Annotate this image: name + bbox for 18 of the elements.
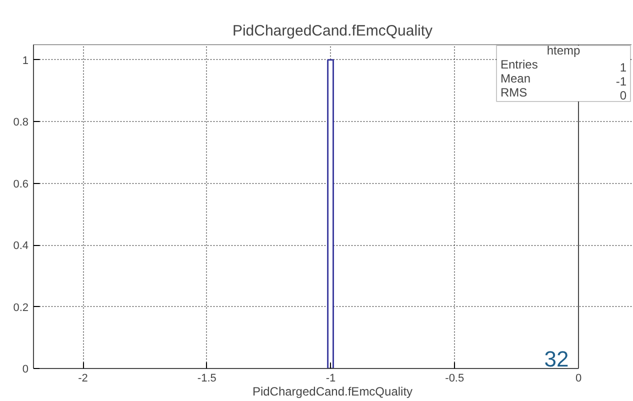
text: Mean -1: [500, 72, 626, 88]
y-tick-label: 0.4: [13, 240, 29, 252]
y-tick-label: 0.8: [13, 116, 29, 129]
x-axis-title: PidChargedCand.fEmcQuality: [252, 384, 413, 398]
x-tick-label: -1: [326, 372, 336, 384]
x-tick-label: 0: [575, 372, 582, 384]
chart-title: PidChargedCand.fEmcQuality: [232, 22, 434, 40]
text: RMS 0: [500, 86, 627, 102]
x-tick-label: -0.5: [445, 372, 464, 384]
y-tick-label: 0: [22, 364, 29, 376]
y-tick-label: 1: [22, 54, 29, 67]
x-tick-label: -1.5: [197, 372, 216, 384]
annotation: htemp: [546, 44, 580, 58]
y-tick-label: 0.2: [13, 302, 29, 314]
y-tick-label: 0.6: [13, 178, 29, 190]
x-tick-label: -2: [78, 372, 88, 384]
annotation: 32: [544, 346, 569, 372]
text: Entries 1: [500, 58, 627, 74]
